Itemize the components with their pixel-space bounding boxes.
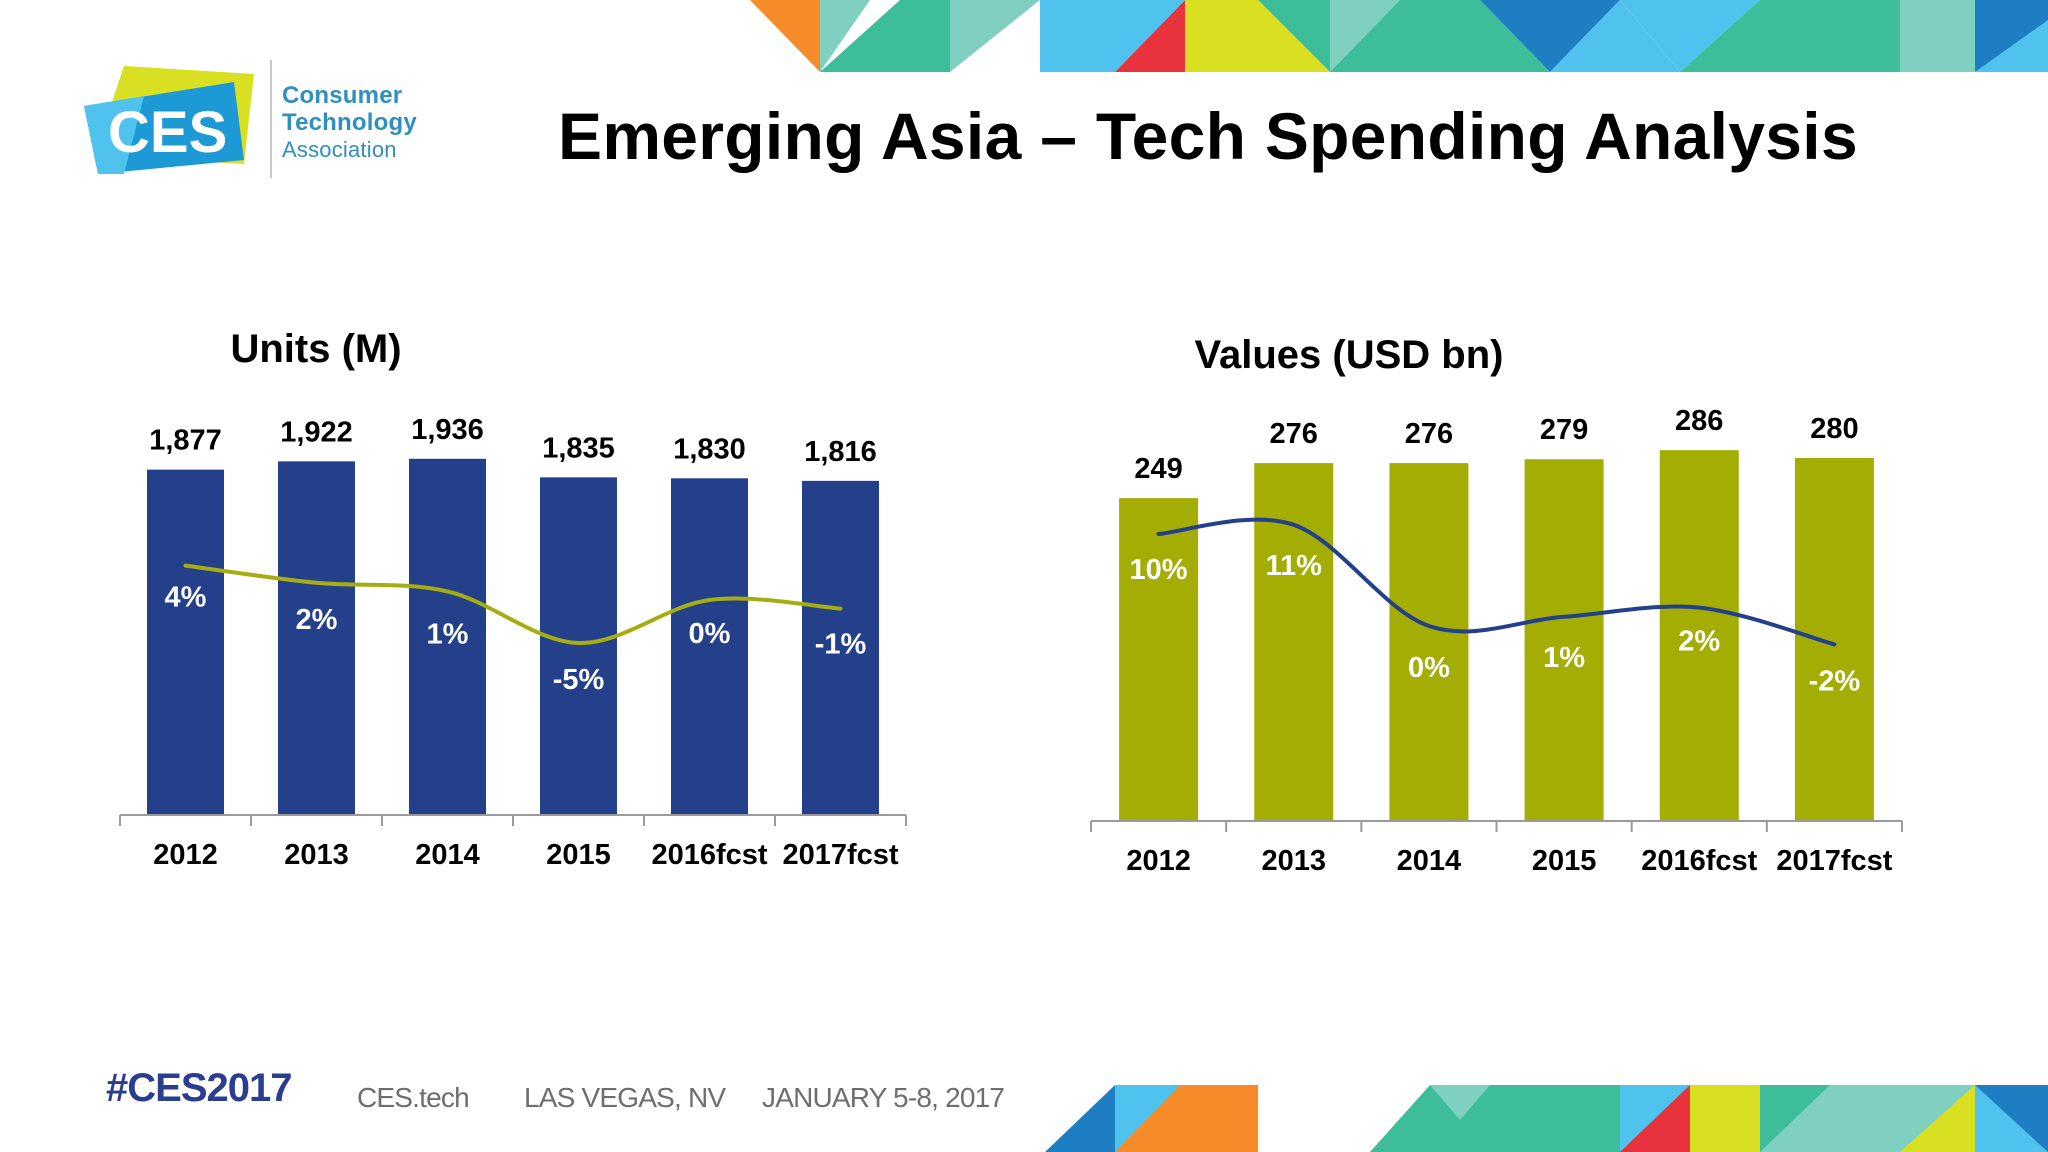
deco-shape-top-13 xyxy=(1480,0,1620,72)
bar-value-label: 1,936 xyxy=(411,414,484,446)
bar-2015 xyxy=(540,477,617,815)
deco-shape-top-16 xyxy=(1680,0,1900,72)
footer-dates: JANUARY 5-8, 2017 xyxy=(762,1082,1005,1113)
footer-hashtag: #CES2017 xyxy=(106,1066,292,1110)
x-tick-label: 2016fcst xyxy=(651,839,767,871)
x-tick-label: 2013 xyxy=(284,839,349,871)
footer-site: CES.tech xyxy=(357,1082,470,1113)
growth-label: 0% xyxy=(689,618,731,650)
growth-label: 1% xyxy=(427,618,469,650)
logo-line-association: Association xyxy=(282,137,397,162)
growth-label: 2% xyxy=(1678,626,1720,658)
growth-line xyxy=(183,563,843,646)
bar-2016fcst xyxy=(671,478,748,815)
x-tick-label: 2014 xyxy=(415,839,480,871)
growth-label: 4% xyxy=(165,582,207,614)
deco-shape-top-1 xyxy=(820,0,870,72)
bar-value-label: 1,830 xyxy=(673,433,746,465)
x-tick-label: 2012 xyxy=(1126,845,1191,877)
deco-shape-top-9 xyxy=(1258,0,1330,72)
deco-shape-top-7 xyxy=(1185,0,1258,72)
x-tick-label: 2017fcst xyxy=(782,839,898,871)
deco-shape-top-2 xyxy=(820,0,950,72)
bar-2015 xyxy=(1524,459,1604,821)
bar-2013 xyxy=(278,461,355,815)
bar-value-label: 249 xyxy=(1134,453,1182,485)
growth-label: 2% xyxy=(296,604,338,636)
bar-value-label: 276 xyxy=(1270,418,1318,450)
bar-value-label: 1,816 xyxy=(804,436,877,468)
decorative-banner-top xyxy=(750,0,2048,72)
growth-label: -2% xyxy=(1809,665,1861,697)
growth-label: -5% xyxy=(553,664,605,696)
logo-line-technology: Technology xyxy=(282,109,417,136)
growth-label: 0% xyxy=(1408,652,1450,684)
bar-2016fcst xyxy=(1659,450,1739,821)
footer-location: LAS VEGAS, NV xyxy=(524,1082,726,1113)
deco-shape-top-19 xyxy=(1975,20,2048,72)
chart-title: Values (USD bn) xyxy=(1195,333,1504,377)
deco-shape-top-14 xyxy=(1550,0,1680,72)
deco-shape-top-11 xyxy=(1330,0,1400,72)
deco-shape-top-17 xyxy=(1900,0,1975,72)
deco-shape-top-4 xyxy=(1040,0,1115,72)
bar-2012 xyxy=(147,469,224,815)
x-tick-label: 2017fcst xyxy=(1776,845,1892,877)
growth-label: 11% xyxy=(1266,550,1323,582)
deco-shape-top-6 xyxy=(1115,0,1185,72)
deco-shape-top-0 xyxy=(750,0,820,72)
x-tick-label: 2013 xyxy=(1261,845,1326,877)
logo-mark-text: CES xyxy=(108,100,227,165)
x-tick-label: 2012 xyxy=(153,839,218,871)
logo-line-consumer: Consumer xyxy=(282,82,403,109)
bar-2012 xyxy=(1119,498,1199,821)
x-tick-label: 2014 xyxy=(1397,845,1462,877)
growth-label: 1% xyxy=(1543,642,1585,674)
bar-value-label: 286 xyxy=(1675,405,1723,437)
bar-value-label: 1,877 xyxy=(149,425,222,457)
growth-label: 10% xyxy=(1130,554,1188,586)
bar-2013 xyxy=(1254,463,1334,821)
growth-label: -1% xyxy=(815,629,867,661)
x-tick-label: 2015 xyxy=(546,839,611,871)
page-title: Emerging Asia – Tech Spending Analysis xyxy=(558,99,1858,173)
deco-shape-top-3 xyxy=(950,0,1040,72)
deco-shape-top-12 xyxy=(1400,0,1550,72)
logo-divider xyxy=(270,60,272,178)
chart-title: Units (M) xyxy=(230,327,401,371)
bar-value-label: 279 xyxy=(1540,414,1588,446)
bar-2014 xyxy=(1389,463,1469,821)
bar-2017fcst xyxy=(802,480,879,815)
ces-logo: CES xyxy=(84,56,444,186)
bar-value-label: 1,835 xyxy=(542,432,615,464)
bar-value-label: 1,922 xyxy=(280,416,353,448)
bar-value-label: 276 xyxy=(1405,418,1453,450)
bar-value-label: 280 xyxy=(1810,413,1858,445)
growth-line xyxy=(1156,517,1837,647)
bar-2014 xyxy=(409,458,486,815)
ces-logo-mark: CES xyxy=(84,66,254,174)
bar-2017fcst xyxy=(1794,457,1874,821)
deco-shape-top-15 xyxy=(1620,0,1760,72)
x-tick-label: 2015 xyxy=(1532,845,1597,877)
x-tick-label: 2016fcst xyxy=(1641,845,1757,877)
